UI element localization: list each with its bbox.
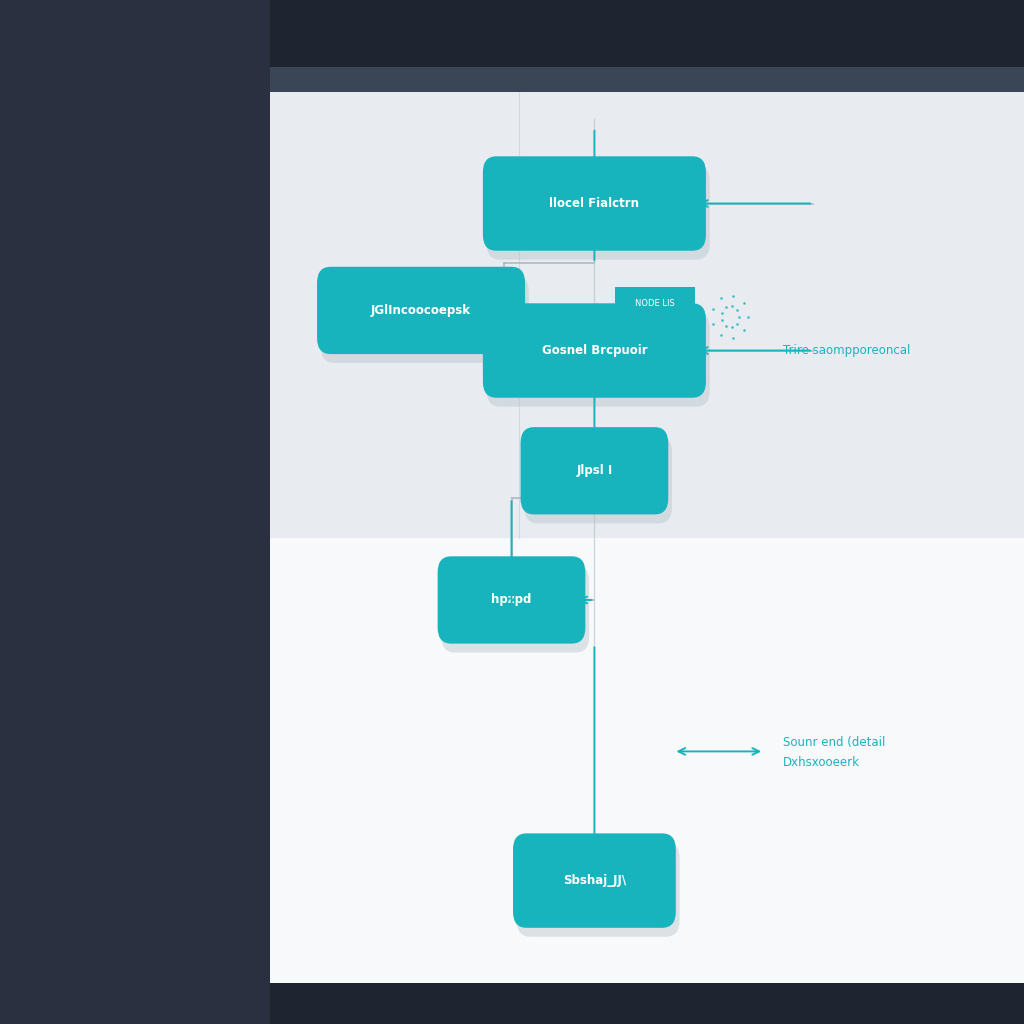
FancyBboxPatch shape	[486, 312, 710, 407]
FancyBboxPatch shape	[524, 436, 672, 523]
Text: Jlpsl I: Jlpsl I	[577, 464, 612, 477]
Bar	[270, 538, 1024, 983]
FancyBboxPatch shape	[437, 556, 586, 644]
Text: DCL ANSBLICDS: DCL ANSBLICDS	[625, 326, 685, 335]
Bar	[270, 92, 1024, 538]
Text: Trire saompporeoncal: Trire saompporeoncal	[782, 344, 910, 357]
FancyBboxPatch shape	[317, 267, 525, 354]
FancyBboxPatch shape	[483, 303, 706, 397]
Text: Sbshaj_JJ\: Sbshaj_JJ\	[563, 874, 626, 887]
Text: Dxhsxooeerk: Dxhsxooeerk	[782, 756, 860, 769]
Text: NODE LIS: NODE LIS	[635, 299, 675, 308]
FancyBboxPatch shape	[441, 565, 589, 652]
Text: JGlIncoocoepsk: JGlIncoocoepsk	[371, 304, 471, 316]
FancyBboxPatch shape	[517, 843, 680, 937]
FancyBboxPatch shape	[614, 315, 694, 345]
FancyBboxPatch shape	[486, 165, 710, 260]
FancyBboxPatch shape	[513, 834, 676, 928]
FancyBboxPatch shape	[321, 275, 528, 362]
Text: llocel Fialctrn: llocel Fialctrn	[550, 197, 639, 210]
Text: hpzpd: hpzpd	[492, 594, 531, 606]
FancyBboxPatch shape	[520, 427, 669, 514]
FancyBboxPatch shape	[614, 288, 694, 319]
FancyBboxPatch shape	[483, 157, 706, 251]
Text: Sounr end (detail: Sounr end (detail	[782, 736, 885, 749]
Text: Gosnel Brcpuoir: Gosnel Brcpuoir	[542, 344, 647, 357]
